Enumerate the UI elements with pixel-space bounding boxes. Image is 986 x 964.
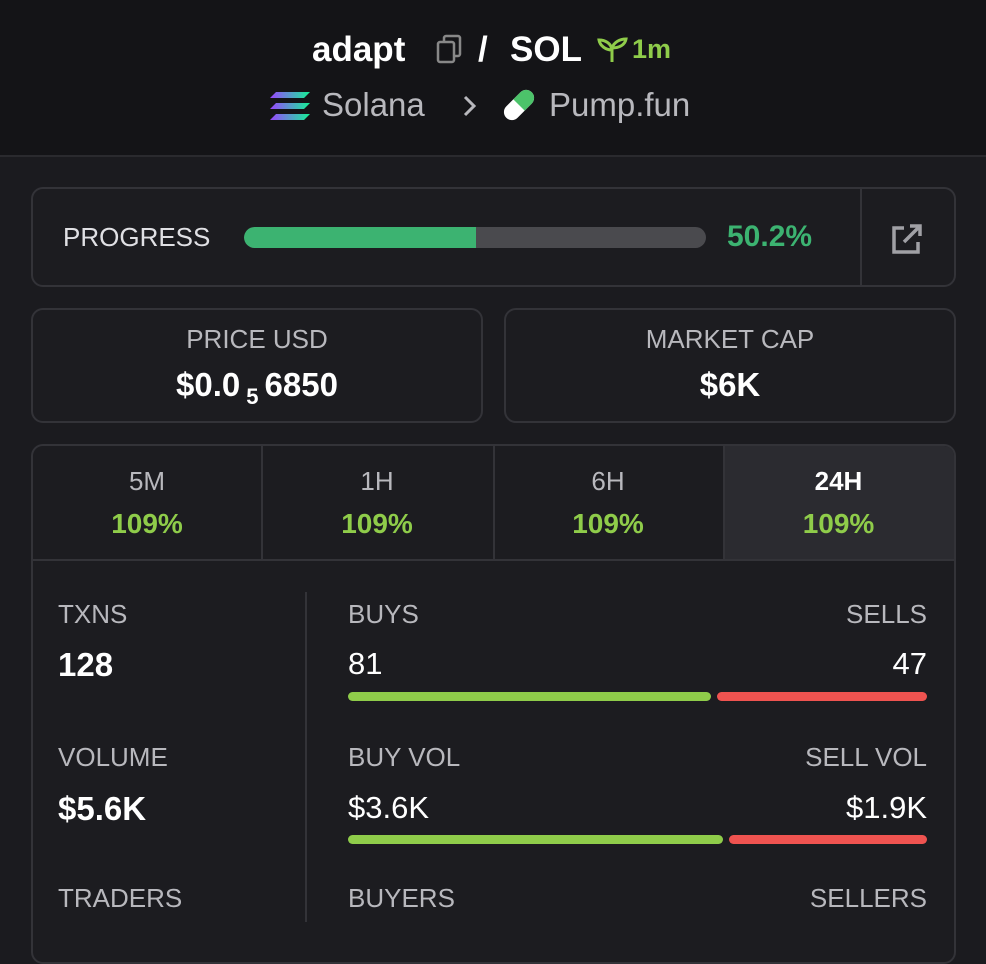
age: 1m [632, 34, 672, 64]
market-cap-value: $6K [699, 366, 761, 403]
buy-vol-value: $3.6K [348, 790, 430, 825]
market-cap-card [504, 308, 956, 423]
tab-change: 109% [111, 508, 183, 539]
sells-label: SELLS [846, 599, 927, 629]
tab-label: 24H [814, 466, 863, 496]
price-prefix: $0.0 [176, 366, 241, 403]
price-digits: 6850 [264, 366, 338, 403]
buy-bar [348, 692, 711, 701]
tab-label: 6H [591, 466, 625, 496]
price-zeros: 5 [246, 384, 259, 409]
separator: / [478, 30, 488, 69]
volume-label: VOLUME [58, 742, 168, 772]
tab[interactable] [493, 446, 723, 559]
token-name: adapt [312, 30, 406, 69]
buys-label: BUYS [348, 599, 419, 629]
external-link-icon[interactable] [890, 222, 924, 256]
chevron-icon [463, 95, 477, 117]
txns-label: TXNS [58, 599, 128, 629]
price-value: $0.0 5 6850 [31, 366, 483, 410]
txns-value: 128 [58, 646, 114, 683]
divider [305, 592, 307, 922]
header [0, 0, 986, 157]
seedling-icon [597, 37, 628, 62]
progress-fill [244, 227, 476, 248]
sell-bar [729, 835, 927, 844]
progress-label: PROGRESS [63, 222, 211, 252]
sellers-label: SELLERS [809, 883, 927, 913]
tab-change: 109% [802, 508, 875, 539]
progress-track [244, 227, 706, 248]
buy-bar [348, 835, 724, 844]
chain-name: Solana [322, 86, 425, 123]
sell-vol-value: $1.9K [845, 790, 927, 825]
traders-label: TRADERS [58, 883, 183, 913]
tab[interactable] [261, 446, 493, 559]
progress-value: 50.2% [727, 220, 813, 253]
market-cap-label: MARKET CAP [645, 324, 815, 354]
pill-icon [503, 89, 535, 121]
sell-vol-label: SELL VOL [805, 742, 927, 772]
sells-value: 47 [892, 646, 927, 681]
buyers-label: BUYERS [348, 883, 455, 913]
buy-vol-label: BUY VOL [348, 742, 461, 772]
copy-icon[interactable] [436, 34, 464, 64]
tab[interactable] [723, 446, 954, 559]
buys-value: 81 [348, 646, 383, 681]
divider [33, 559, 954, 561]
tab-label: 1H [360, 466, 394, 496]
tab[interactable] [33, 446, 261, 559]
price-card [31, 308, 483, 423]
divider [860, 189, 862, 285]
dex-name: Pump.fun [549, 86, 691, 123]
quote-token: SOL [510, 30, 582, 69]
tab-change: 109% [572, 508, 644, 539]
sell-bar [716, 692, 927, 701]
tab-change: 109% [341, 508, 413, 539]
tab-label: 5M [128, 466, 166, 496]
price-label: PRICE USD [186, 324, 328, 354]
volume-value: $5.6K [58, 790, 147, 827]
solana-icon [270, 92, 310, 120]
